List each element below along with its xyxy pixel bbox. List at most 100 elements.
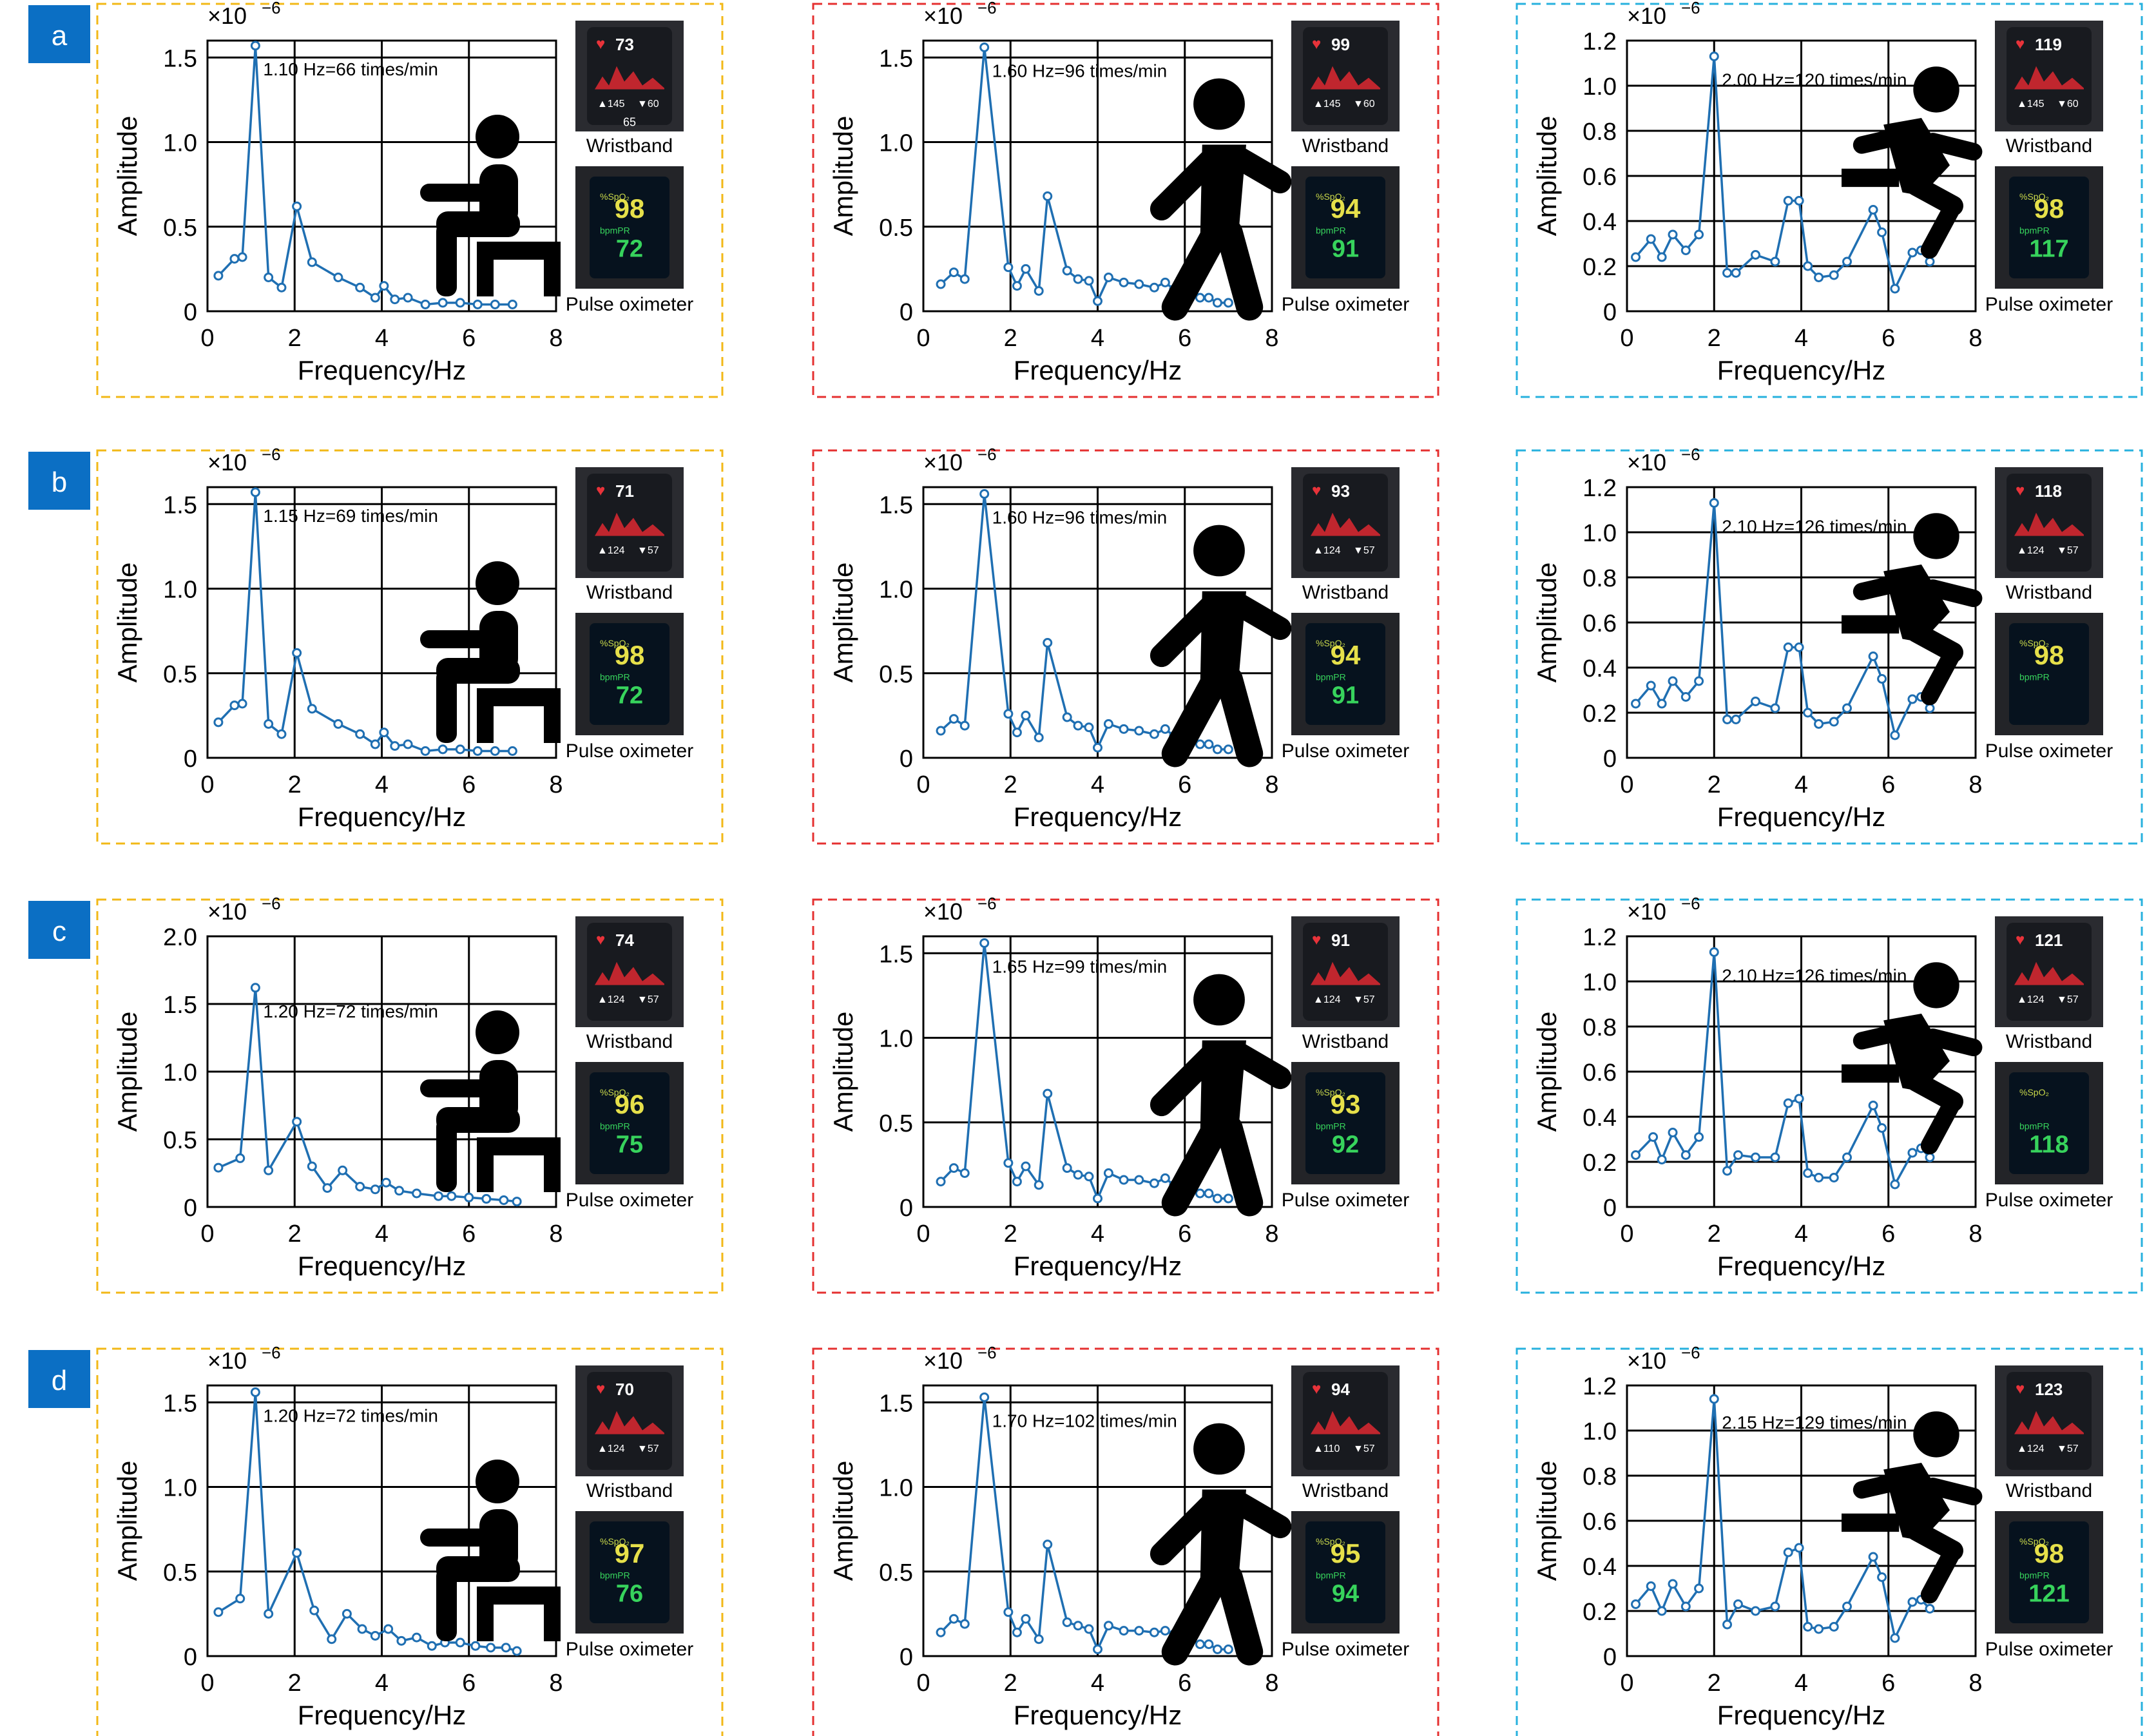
y-tick-label: 1.2 bbox=[1583, 1373, 1617, 1400]
data-point bbox=[427, 1641, 437, 1651]
pr-label: bpmPR bbox=[2019, 672, 2050, 682]
chart-panel-a-sitting: 0 2 4 6 8 0 0.5 1.0 1.5 ×10 −6 Frequency/Hz Amplitud… bbox=[96, 0, 724, 398]
data-point bbox=[1103, 273, 1113, 282]
data-point bbox=[1794, 1543, 1804, 1553]
y-tick-label: 0.5 bbox=[163, 661, 197, 688]
chair-leg bbox=[477, 1587, 494, 1641]
arm bbox=[1150, 1042, 1224, 1117]
data-point bbox=[250, 1387, 260, 1397]
data-point bbox=[1668, 676, 1678, 686]
row-label: c bbox=[52, 916, 66, 947]
spo2-value: 93 bbox=[1331, 1089, 1361, 1119]
data-point bbox=[309, 1605, 320, 1615]
data-point bbox=[1043, 638, 1053, 648]
x-tick-label: 8 bbox=[549, 325, 563, 352]
shin bbox=[436, 669, 457, 743]
data-point bbox=[1648, 1132, 1659, 1142]
data-point bbox=[1073, 720, 1083, 731]
pr-value: 91 bbox=[1332, 236, 1359, 263]
data-point bbox=[948, 267, 959, 278]
y-tick-label: 1.0 bbox=[163, 1475, 197, 1502]
wristband-min: ▼57 bbox=[637, 1443, 659, 1454]
x-tick-label: 2 bbox=[1708, 1670, 1721, 1697]
x-axis-label: Frequency/Hz bbox=[1014, 802, 1182, 832]
data-point bbox=[1890, 1633, 1900, 1643]
data-point bbox=[472, 300, 483, 309]
data-point bbox=[936, 1627, 946, 1637]
wristband-label: Wristband bbox=[586, 1480, 673, 1501]
hr-graph bbox=[1311, 961, 1380, 985]
oximeter-screen bbox=[2009, 623, 2089, 725]
y-tick-label: 1.0 bbox=[879, 1475, 913, 1502]
data-point bbox=[1709, 498, 1719, 508]
wristband-heart-rate: 123 bbox=[2035, 1380, 2063, 1399]
data-point bbox=[1103, 719, 1113, 729]
chair-leg bbox=[544, 242, 561, 296]
data-point bbox=[420, 300, 430, 309]
x-axis-label: Frequency/Hz bbox=[1717, 1251, 1885, 1281]
wristband-heart-rate: 93 bbox=[1331, 481, 1350, 501]
y-tick-label: 0.5 bbox=[163, 1127, 197, 1154]
data-point bbox=[1722, 268, 1733, 278]
oximeter-screen bbox=[2009, 1072, 2089, 1174]
data-point bbox=[1646, 680, 1656, 691]
plot-area bbox=[206, 39, 557, 313]
x-tick-label: 6 bbox=[462, 1220, 476, 1248]
data-point bbox=[235, 1153, 245, 1163]
y-tick-label: 0 bbox=[184, 746, 197, 773]
x-tick-label: 8 bbox=[1265, 325, 1278, 352]
heart-icon: ♥ bbox=[1312, 1380, 1321, 1398]
y-tick-label: 1.5 bbox=[879, 941, 913, 968]
data-point bbox=[370, 293, 380, 303]
data-point bbox=[464, 1192, 474, 1202]
data-point bbox=[1668, 229, 1678, 240]
x-tick-label: 2 bbox=[1708, 1220, 1721, 1248]
chair-leg bbox=[477, 688, 494, 743]
data-point bbox=[1680, 1601, 1691, 1612]
x-tick-label: 0 bbox=[916, 771, 930, 798]
axis-multiplier: ×10 bbox=[207, 3, 247, 29]
wristband-min: ▼57 bbox=[1353, 545, 1375, 556]
data-point bbox=[292, 648, 302, 658]
data-point bbox=[1829, 270, 1839, 280]
x-tick-label: 4 bbox=[1091, 1220, 1104, 1248]
data-point bbox=[1733, 1150, 1743, 1160]
leg bbox=[1161, 665, 1229, 767]
y-tick-label: 1.2 bbox=[1583, 28, 1617, 55]
data-point bbox=[370, 739, 380, 749]
wristband-heart-rate: 74 bbox=[615, 931, 634, 950]
y-tick-label: 1.0 bbox=[879, 130, 913, 157]
data-point bbox=[948, 1614, 959, 1624]
hr-graph bbox=[1311, 66, 1380, 90]
data-point bbox=[959, 720, 970, 731]
oximeter-screen bbox=[1305, 1521, 1385, 1623]
data-point bbox=[327, 1634, 337, 1644]
data-point bbox=[1680, 1150, 1691, 1160]
wristband-label: Wristband bbox=[586, 1031, 673, 1052]
peak-annotation: 1.70 Hz=102 times/min bbox=[992, 1411, 1177, 1431]
data-point bbox=[1223, 744, 1233, 755]
x-tick-label: 8 bbox=[1968, 771, 1982, 798]
data-point bbox=[403, 293, 413, 303]
data-point bbox=[512, 1197, 522, 1207]
row-label: d bbox=[52, 1365, 67, 1396]
wristband-heart-rate: 71 bbox=[615, 481, 634, 501]
oximeter-screen bbox=[590, 177, 669, 278]
wristband-label: Wristband bbox=[1302, 1480, 1389, 1501]
data-point bbox=[1103, 1621, 1113, 1631]
data-point bbox=[1680, 692, 1691, 702]
data-point bbox=[948, 1163, 959, 1173]
data-point bbox=[1907, 1148, 1918, 1158]
data-point bbox=[264, 1165, 274, 1175]
data-point bbox=[250, 487, 260, 497]
chair-leg bbox=[477, 242, 494, 296]
data-point bbox=[1890, 730, 1900, 740]
y-tick-label: 0.5 bbox=[879, 215, 913, 242]
hr-graph bbox=[2014, 961, 2084, 985]
x-tick-label: 8 bbox=[1265, 771, 1278, 798]
data-point bbox=[1021, 1614, 1031, 1624]
data-point bbox=[379, 281, 389, 291]
leg bbox=[1920, 197, 1962, 259]
data-point bbox=[1093, 1644, 1102, 1654]
data-point bbox=[1012, 1177, 1022, 1187]
